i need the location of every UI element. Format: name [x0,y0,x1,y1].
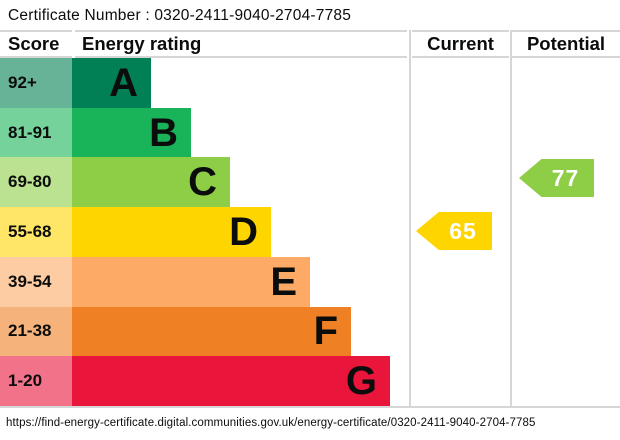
band-row-a: 92+ A [0,58,407,108]
band-e-score-range: 39-54 [0,256,72,307]
header-score: Score [0,30,72,58]
band-row-d: 55-68 D [0,207,407,257]
band-e-letter: E [270,259,297,304]
band-f-score-range: 21-38 [0,306,72,357]
band-b-bar: B [72,107,191,158]
current-rating-value: 65 [449,217,477,244]
band-row-b: 81-91 B [0,107,407,158]
band-row-c: 69-80 C [0,157,407,208]
band-g-bar: G [72,356,390,406]
table-bottom-border [0,406,620,408]
band-f-letter: F [313,309,338,354]
band-a-bar: A [72,58,151,108]
band-g-letter: G [345,359,377,404]
band-c-letter: C [188,160,217,205]
potential-rating-value: 77 [551,164,580,191]
band-c-score-range: 69-80 [0,157,72,208]
potential-rating-arrow: 77 [519,159,594,197]
band-d-bar: D [72,207,271,257]
rating-bands: 92+ A 81-91 B 69-80 C 55-68 D 39-54 E 21… [0,58,620,406]
certificate-url: https://find-energy-certificate.digital.… [6,417,536,429]
header-current: Current [412,30,509,58]
certificate-number: Certificate Number : 0320-2411-9040-2704… [8,7,352,24]
band-a-score-range: 92+ [0,58,72,108]
band-row-g: 1-20 G [0,356,407,406]
band-row-f: 21-38 F [0,306,407,357]
band-e-bar: E [72,256,310,307]
band-d-score-range: 55-68 [0,207,72,257]
energy-rating-chart: Score Energy rating Current Potential 92… [0,30,620,408]
band-a-letter: A [109,60,138,105]
header-energy-rating: Energy rating [75,30,407,58]
band-b-score-range: 81-91 [0,107,72,158]
band-c-bar: C [72,157,230,208]
header-potential: Potential [512,30,620,58]
band-b-letter: B [149,110,178,155]
band-row-e: 39-54 E [0,256,407,307]
band-g-score-range: 1-20 [0,356,72,406]
divider-current-column [409,30,411,408]
divider-potential-column [510,30,512,408]
band-d-letter: D [229,209,258,254]
band-f-bar: F [72,306,351,357]
